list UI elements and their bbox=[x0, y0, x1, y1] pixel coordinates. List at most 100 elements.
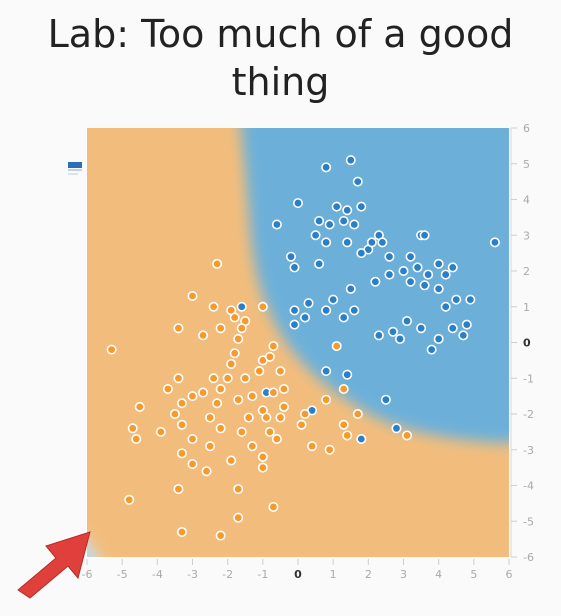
orange-point bbox=[131, 434, 142, 445]
blue-point bbox=[447, 262, 458, 273]
orange-point bbox=[205, 441, 216, 452]
blue-point bbox=[394, 333, 405, 344]
orange-point bbox=[187, 434, 198, 445]
blue-point bbox=[300, 312, 311, 323]
blue-point bbox=[338, 215, 349, 226]
orange-point bbox=[321, 394, 332, 405]
blue-point bbox=[458, 330, 469, 341]
orange-point bbox=[212, 398, 223, 409]
blue-point bbox=[345, 283, 356, 294]
blue-point bbox=[433, 258, 444, 269]
blue-point bbox=[387, 326, 398, 337]
blue-point bbox=[349, 219, 360, 230]
y-tick-label: -2 bbox=[523, 408, 534, 421]
blue-corner-region bbox=[87, 541, 98, 557]
orange-point bbox=[307, 441, 318, 452]
blue-point bbox=[349, 305, 360, 316]
x-tick-label: -6 bbox=[82, 568, 93, 581]
orange-point bbox=[169, 408, 180, 419]
blue-point bbox=[416, 323, 427, 334]
orange-point bbox=[226, 358, 237, 369]
blue-point bbox=[384, 269, 395, 280]
orange-point bbox=[215, 423, 226, 434]
left-edge-widget[interactable] bbox=[68, 162, 82, 175]
orange-point bbox=[176, 419, 187, 430]
blue-point bbox=[391, 423, 402, 434]
orange-point bbox=[261, 412, 272, 423]
y-tick-label: -1 bbox=[523, 372, 534, 385]
orange-point bbox=[215, 383, 226, 394]
blue-point bbox=[345, 155, 356, 166]
orange-point bbox=[254, 366, 265, 377]
orange-point bbox=[264, 351, 275, 362]
orange-point bbox=[229, 312, 240, 323]
slide-title-line-1: Lab: Too much of a good bbox=[47, 12, 514, 56]
blue-point bbox=[373, 330, 384, 341]
blue-point bbox=[321, 366, 332, 377]
blue-point bbox=[352, 176, 363, 187]
orange-point bbox=[271, 434, 282, 445]
orange-point bbox=[236, 426, 247, 437]
orange-point bbox=[247, 441, 258, 452]
orange-point bbox=[215, 323, 226, 334]
orange-point bbox=[106, 344, 117, 355]
orange-point bbox=[212, 258, 223, 269]
blue-point bbox=[285, 251, 296, 262]
orange-point bbox=[233, 484, 244, 495]
y-axis: 6 5 4 3 2 1 0 -1 -2 -3 -4 -5 -6 bbox=[510, 122, 534, 564]
orange-point bbox=[226, 455, 237, 466]
orange-point bbox=[236, 323, 247, 334]
slide-title: Lab: Too much of a good thing bbox=[0, 10, 561, 106]
orange-point bbox=[331, 341, 342, 352]
blue-point bbox=[440, 301, 451, 312]
blue-point bbox=[321, 237, 332, 248]
orange-point bbox=[198, 387, 209, 398]
orange-point bbox=[162, 383, 173, 394]
blue-point bbox=[338, 312, 349, 323]
blue-point bbox=[366, 237, 377, 248]
blue-point bbox=[271, 219, 282, 230]
x-tick-label: 3 bbox=[400, 568, 407, 581]
blue-point bbox=[236, 301, 247, 312]
blue-point bbox=[440, 269, 451, 280]
y-tick-label: 5 bbox=[523, 158, 530, 171]
orange-point bbox=[201, 466, 212, 477]
data-points bbox=[106, 155, 500, 541]
orange-point bbox=[257, 451, 268, 462]
blue-point bbox=[314, 215, 325, 226]
orange-point bbox=[233, 394, 244, 405]
blue-point bbox=[423, 269, 434, 280]
orange-point bbox=[187, 459, 198, 470]
orange-point bbox=[187, 391, 198, 402]
blue-point bbox=[419, 280, 430, 291]
orange-point bbox=[296, 419, 307, 430]
y-tick-label: -3 bbox=[523, 444, 534, 457]
x-tick-label: 6 bbox=[506, 568, 513, 581]
x-tick-label: 1 bbox=[330, 568, 337, 581]
y-tick-label: 4 bbox=[523, 194, 530, 207]
x-tick-label: -1 bbox=[257, 568, 268, 581]
blue-point bbox=[356, 201, 367, 212]
orange-point bbox=[240, 373, 251, 384]
x-tick-label: -5 bbox=[117, 568, 128, 581]
playground-output-panel: 6 5 4 3 2 1 0 -1 -2 -3 -4 -5 -6 -6 -5 -4 -3 -2 -1 0 1 2 3 4 5 6 bbox=[0, 118, 561, 611]
blue-point bbox=[314, 258, 325, 269]
x-tick-label: -3 bbox=[187, 568, 198, 581]
orange-point bbox=[402, 430, 413, 441]
orange-point bbox=[268, 387, 279, 398]
y-tick-label: -6 bbox=[523, 551, 534, 564]
orange-point bbox=[338, 383, 349, 394]
y-tick-label: -5 bbox=[523, 515, 534, 528]
orange-point bbox=[268, 341, 279, 352]
blue-point bbox=[398, 266, 409, 277]
orange-point bbox=[205, 412, 216, 423]
x-tick-label: 2 bbox=[365, 568, 372, 581]
y-tick-label: 1 bbox=[523, 301, 530, 314]
blue-point bbox=[289, 305, 300, 316]
orange-point bbox=[264, 426, 275, 437]
blue-point bbox=[370, 276, 381, 287]
blue-point bbox=[342, 205, 353, 216]
x-tick-label: 5 bbox=[470, 568, 477, 581]
orange-point bbox=[257, 301, 268, 312]
blue-point bbox=[328, 294, 339, 305]
